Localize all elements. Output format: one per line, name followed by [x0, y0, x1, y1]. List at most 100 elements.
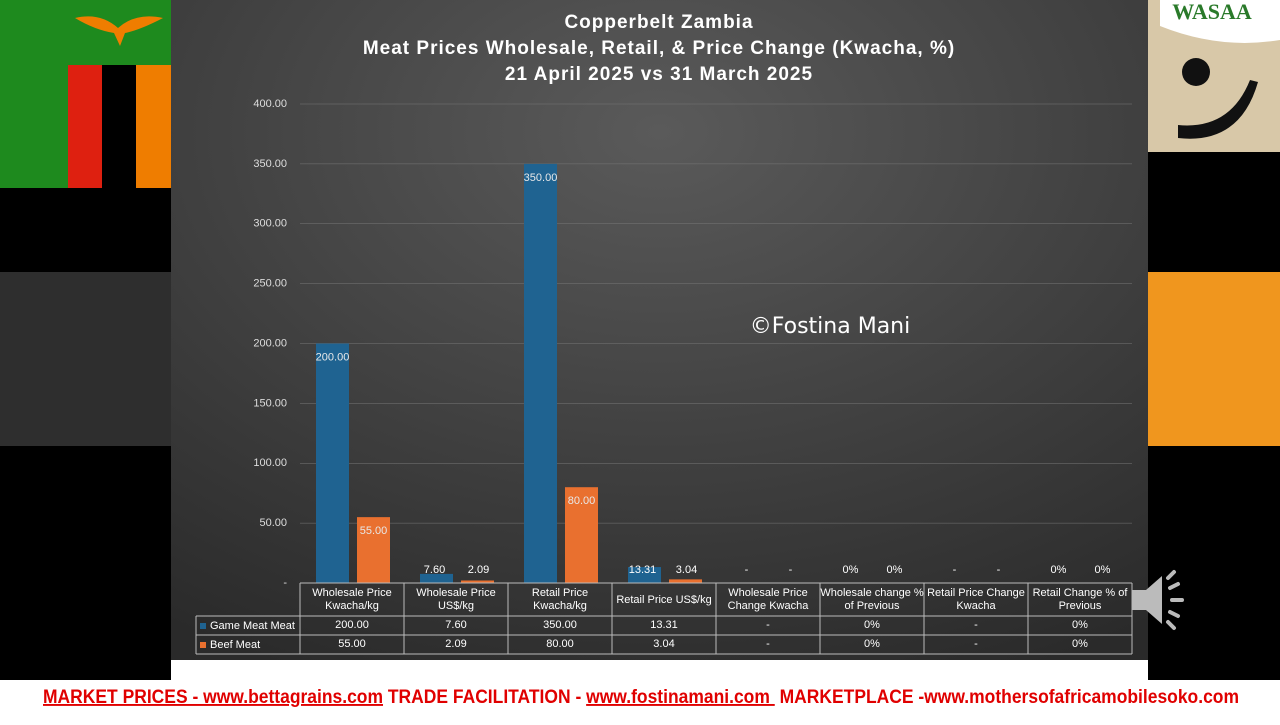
x-tick-label: Retail Change % of Previous — [1032, 587, 1128, 612]
y-tick-label: 350.00 — [253, 158, 287, 170]
table-cell-text: 13.31 — [650, 619, 678, 631]
logo-swoosh — [1160, 0, 1280, 43]
x-tick-label-text: Retail Price Kwacha/kg — [531, 587, 589, 612]
bar — [565, 487, 598, 583]
data-label: 3.04 — [676, 564, 697, 576]
speaker-icon[interactable] — [1132, 570, 1184, 630]
table-cell-text: - — [974, 638, 978, 650]
footer-segment: TRADE FACILITATION - — [383, 687, 586, 708]
x-tick-label: Retail Price Change Kwacha — [927, 587, 1025, 612]
data-label: 80.00 — [568, 495, 596, 507]
x-tick-label-text: Retail Price US$/kg — [616, 593, 712, 606]
data-label: - — [953, 564, 957, 576]
bar — [357, 517, 390, 583]
y-tick-label: - — [283, 577, 287, 589]
watermark: ©Fostina Mani — [750, 314, 910, 339]
x-tick-label: Wholesale change % of Previous — [820, 587, 924, 612]
flag-black — [102, 65, 136, 188]
logo-text: WASAA — [1172, 0, 1252, 24]
y-tick-label: 50.00 — [259, 517, 287, 529]
data-label: 0% — [1051, 564, 1067, 576]
bar — [628, 567, 661, 583]
y-tick-label: 300.00 — [253, 218, 287, 230]
table-cell: 0% — [1072, 638, 1088, 650]
data-label: - — [745, 564, 749, 576]
data-label: 2.09 — [468, 564, 489, 576]
y-tick-label: 250.00 — [253, 278, 287, 290]
table-cell: 80.00 — [546, 638, 574, 650]
table-cell-text: 350.00 — [543, 619, 577, 631]
logo-arc — [1178, 80, 1258, 139]
table-cell: - — [766, 619, 770, 631]
table-cell-text: 0% — [864, 638, 880, 650]
table-cell: 3.04 — [653, 638, 675, 650]
chart-title: Copperbelt Zambia — [564, 12, 753, 33]
legend-label: Beef Meat — [210, 639, 260, 651]
x-tick-label-text: Wholesale Price US$/kg — [416, 587, 496, 612]
table-cell: 200.00 — [335, 619, 369, 631]
table-cell: 0% — [864, 619, 880, 631]
data-label: 0% — [887, 564, 903, 576]
x-tick-label: Retail Price Kwacha/kg — [531, 587, 589, 612]
table-cell: 2.09 — [445, 638, 467, 650]
bar — [461, 580, 494, 583]
data-label: 7.60 — [424, 564, 445, 576]
x-tick-label-text: Wholesale Price Kwacha/kg — [312, 587, 392, 612]
y-tick-label: 400.00 — [253, 98, 287, 110]
table-cell: 350.00 — [543, 619, 577, 631]
table-cell: 13.31 — [650, 619, 678, 631]
flag-red — [68, 65, 102, 188]
data-label: 55.00 — [360, 525, 388, 537]
x-tick-label: Retail Price US$/kg — [616, 593, 712, 606]
bar — [316, 343, 349, 583]
table-cell-text: 0% — [1072, 619, 1088, 631]
x-tick-label: Wholesale Price Kwacha/kg — [312, 587, 392, 612]
y-tick-label: 100.00 — [253, 457, 287, 469]
table-cell-text: 0% — [864, 619, 880, 631]
flag-orange — [136, 65, 171, 188]
bar — [524, 163, 557, 583]
table-cell: - — [766, 638, 770, 650]
table-cell: 7.60 — [445, 619, 466, 631]
footer-segment: MARKET PRICES - www.bettagrains.com — [43, 687, 383, 708]
table-cell: - — [974, 619, 978, 631]
y-tick-label: 200.00 — [253, 337, 287, 349]
table-cell-text: - — [974, 619, 978, 631]
data-label: 200.00 — [316, 351, 350, 363]
table-cell-text: 80.00 — [546, 638, 574, 650]
x-tick-label-text: Retail Change % of Previous — [1032, 587, 1128, 612]
table-cell: 0% — [1072, 619, 1088, 631]
right-orange — [1148, 272, 1280, 446]
table-cell: 0% — [864, 638, 880, 650]
footer-segment: www.fostinamani.com — [585, 687, 775, 708]
footer: MARKET PRICES - www.bettagrains.com TRAD… — [43, 687, 1239, 708]
table-cell: - — [974, 638, 978, 650]
logo-dot — [1182, 58, 1210, 86]
x-tick-label-text: Retail Price Change Kwacha — [927, 587, 1025, 612]
table-cell-text: - — [766, 638, 770, 650]
table-cell-text: 3.04 — [653, 638, 675, 650]
flag-eagle — [75, 16, 163, 46]
left-gray — [0, 272, 171, 446]
x-tick-label-text: Wholesale change % of Previous — [820, 587, 924, 612]
table-cell: 55.00 — [338, 638, 366, 650]
bar — [420, 573, 453, 583]
table-cell-text: 2.09 — [445, 638, 467, 650]
table-cell-text: 200.00 — [335, 619, 369, 631]
x-tick-label: Wholesale Price Change Kwacha — [727, 587, 809, 612]
data-label: 350.00 — [524, 172, 558, 184]
data-label: - — [997, 564, 1001, 576]
x-tick-label-text: Wholesale Price Change Kwacha — [727, 587, 809, 612]
legend-swatch — [200, 642, 206, 648]
data-label: - — [789, 564, 793, 576]
data-label: 13.31 — [629, 564, 657, 576]
footer-segment: MARKETPLACE -www.mothersofafricamobileso… — [775, 687, 1239, 708]
x-tick-label: Wholesale Price US$/kg — [416, 587, 496, 612]
legend-label: Game Meat Meat — [210, 620, 295, 632]
table-cell-text: 55.00 — [338, 638, 366, 650]
data-label: 0% — [843, 564, 859, 576]
table-cell-text: - — [766, 619, 770, 631]
y-tick-label: 150.00 — [253, 397, 287, 409]
legend-swatch — [200, 623, 206, 629]
